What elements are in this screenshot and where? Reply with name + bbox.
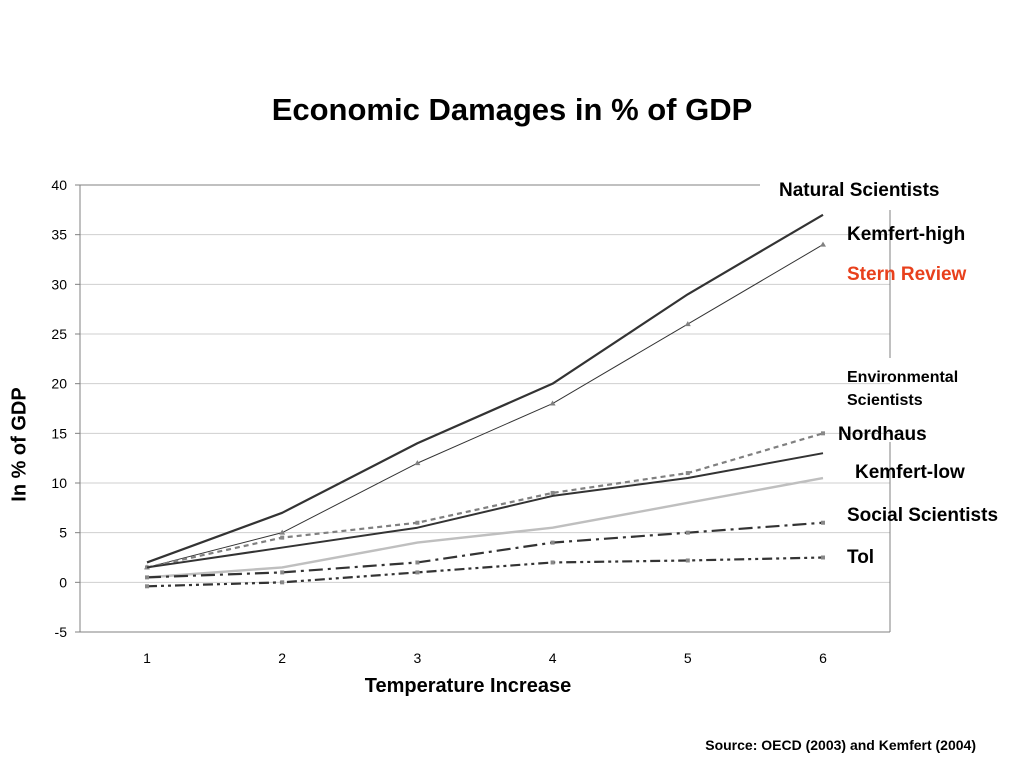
data-point-nordhaus bbox=[415, 520, 420, 525]
x-tick-label: 3 bbox=[414, 650, 422, 666]
series-line-kemfert-high bbox=[146, 244, 824, 568]
label-stern-review: Stern Review bbox=[847, 264, 967, 285]
x-tick-label: 2 bbox=[278, 650, 286, 666]
label-natural-scientists: Natural Scientists bbox=[779, 180, 940, 201]
y-tick-label: 25 bbox=[51, 326, 67, 342]
data-point-nordhaus bbox=[280, 535, 285, 540]
series-line-natural-scientists bbox=[146, 213, 824, 564]
source-note: Source: OECD (2003) and Kemfert (2004) bbox=[705, 737, 976, 753]
series-line-tol bbox=[146, 556, 824, 588]
x-tick-label: 5 bbox=[684, 650, 692, 666]
y-tick-label: 40 bbox=[51, 177, 67, 193]
label-environmental-line2: Scientists bbox=[847, 392, 923, 409]
data-point-tol bbox=[821, 555, 825, 560]
y-tick-label: 20 bbox=[51, 376, 67, 392]
series-line-social-scientists bbox=[146, 521, 824, 579]
data-point-social-scientists bbox=[280, 570, 285, 575]
data-point-social-scientists bbox=[415, 560, 420, 565]
y-tick-label: 5 bbox=[59, 525, 67, 541]
label-kemfert-low: Kemfert-low bbox=[855, 462, 965, 483]
x-tick-label: 4 bbox=[549, 650, 557, 666]
y-tick-label: 0 bbox=[59, 574, 67, 590]
label-nordhaus: Nordhaus bbox=[838, 424, 927, 445]
data-point-kemfert-high bbox=[820, 241, 826, 247]
data-point-social-scientists bbox=[145, 575, 149, 580]
label-environmental-line1: Environmental bbox=[847, 369, 959, 386]
x-tick-label: 1 bbox=[143, 650, 151, 666]
label-tol: Tol bbox=[847, 547, 875, 568]
data-point-nordhaus bbox=[550, 490, 555, 495]
series-line-environmental-scientists bbox=[146, 476, 824, 579]
tick-labels: -5 0 5 10 15 20 25 30 35 40 1 2 3 4 5 6 bbox=[51, 177, 827, 666]
data-point-kemfert-high bbox=[279, 529, 286, 535]
data-point-tol bbox=[550, 560, 555, 565]
data-point-kemfert-high bbox=[414, 460, 421, 466]
data-point-nordhaus bbox=[821, 431, 825, 436]
grid-lines bbox=[80, 234, 890, 583]
data-point-tol bbox=[280, 580, 285, 585]
chart-title: Economic Damages in % of GDP bbox=[271, 92, 753, 127]
y-tick-label: 35 bbox=[51, 227, 67, 243]
series-line-kemfert-low bbox=[146, 452, 824, 569]
label-environmental-scientists: Environmental Scientists bbox=[847, 366, 958, 412]
data-point-tol bbox=[415, 570, 420, 575]
data-point-kemfert-high bbox=[549, 400, 556, 406]
label-kemfert-high: Kemfert-high bbox=[847, 224, 966, 245]
x-axis-label: Temperature Increase bbox=[364, 675, 572, 697]
y-tick-label: -5 bbox=[55, 624, 68, 640]
y-tick-label: 30 bbox=[51, 276, 67, 292]
data-point-tol bbox=[685, 558, 690, 563]
label-social-scientists: Social Scientists bbox=[847, 505, 999, 526]
data-point-nordhaus bbox=[685, 471, 690, 476]
y-axis-label: In % of GDP bbox=[8, 387, 31, 502]
data-point-kemfert-high bbox=[684, 321, 691, 327]
x-tick-label: 6 bbox=[819, 650, 827, 666]
series-lines bbox=[144, 213, 826, 589]
y-tick-label: 10 bbox=[51, 475, 67, 491]
data-point-social-scientists bbox=[685, 530, 690, 535]
axes bbox=[75, 184, 891, 633]
series-line-nordhaus bbox=[146, 432, 824, 569]
y-tick-label: 15 bbox=[51, 425, 67, 441]
data-point-tol bbox=[145, 584, 149, 589]
data-point-social-scientists bbox=[550, 540, 555, 545]
data-point-social-scientists bbox=[821, 520, 825, 525]
